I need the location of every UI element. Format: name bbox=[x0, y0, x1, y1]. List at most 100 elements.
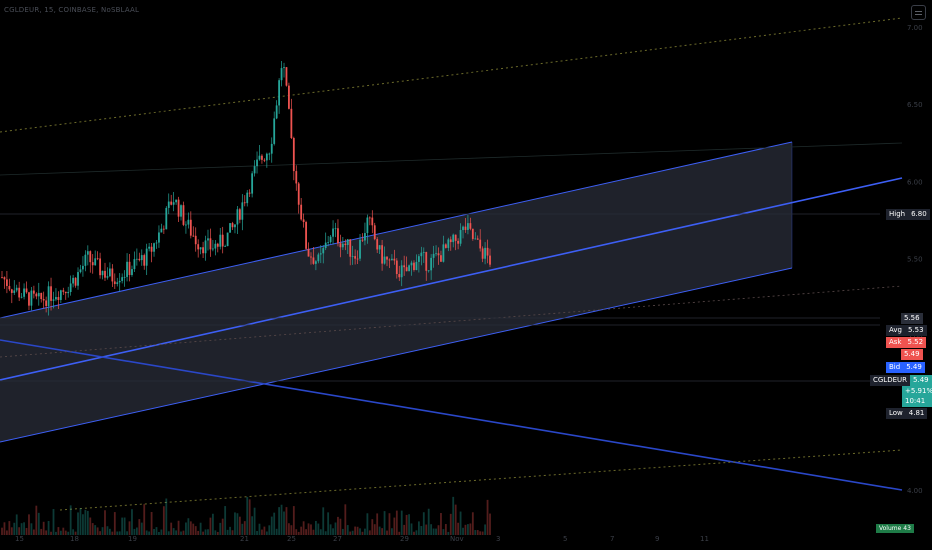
candle-body bbox=[444, 244, 447, 248]
volume-bar bbox=[82, 514, 84, 535]
price-tick-label: 6.00 bbox=[907, 178, 923, 186]
candle-body bbox=[251, 173, 254, 194]
volume-bar bbox=[442, 529, 445, 535]
volume-bar bbox=[378, 526, 381, 535]
volume-bar bbox=[131, 509, 133, 535]
volume-bar bbox=[194, 526, 197, 535]
candle-body bbox=[135, 258, 138, 260]
candle-body bbox=[246, 192, 249, 204]
volume-bar bbox=[35, 505, 38, 535]
volume-bar bbox=[295, 529, 298, 535]
volume-bar bbox=[300, 526, 303, 535]
volume-bar bbox=[383, 511, 386, 535]
volume-bar bbox=[243, 521, 246, 535]
volume-bar bbox=[158, 531, 160, 535]
candle-body bbox=[189, 219, 192, 236]
candle-body bbox=[489, 255, 491, 265]
candle-body bbox=[128, 261, 131, 275]
candle-body bbox=[18, 287, 21, 298]
volume-bar bbox=[268, 525, 271, 535]
volume-bar bbox=[172, 528, 175, 535]
volume-bar bbox=[30, 523, 33, 535]
candle-body bbox=[131, 269, 133, 275]
candle-body bbox=[292, 138, 295, 172]
time-tick-label: 5 bbox=[563, 535, 567, 543]
candle-body bbox=[405, 267, 408, 272]
volume-bar bbox=[368, 530, 371, 535]
price-tick-label: 4.00 bbox=[907, 487, 923, 495]
candle-body bbox=[204, 240, 207, 254]
volume-bar bbox=[204, 529, 207, 535]
volume-bar bbox=[145, 530, 148, 535]
candle-body bbox=[89, 251, 92, 263]
candle-body bbox=[187, 219, 190, 225]
volume-bar bbox=[52, 509, 55, 535]
candle-body bbox=[285, 67, 288, 86]
candle-body bbox=[341, 243, 344, 248]
volume-bar bbox=[410, 523, 413, 535]
candle-body bbox=[420, 252, 423, 257]
candle-body bbox=[310, 256, 312, 258]
descending-trend-line[interactable] bbox=[0, 339, 903, 491]
volume-bar bbox=[278, 507, 281, 535]
volume-bar bbox=[248, 499, 251, 535]
volume-bar bbox=[47, 520, 50, 535]
volume-bar bbox=[104, 510, 106, 535]
candle-body bbox=[280, 68, 283, 81]
candle-body bbox=[167, 201, 170, 208]
volume-bar bbox=[59, 530, 62, 535]
candle-body bbox=[290, 108, 293, 139]
candle-body bbox=[361, 239, 364, 241]
candle-body bbox=[207, 238, 209, 241]
candle-body bbox=[430, 257, 433, 271]
time-tick-label: 3 bbox=[496, 535, 500, 543]
volume-bar bbox=[391, 528, 393, 535]
candle-body bbox=[351, 256, 354, 257]
candle-body bbox=[126, 261, 128, 277]
volume-bar bbox=[261, 529, 263, 535]
candle-body bbox=[234, 224, 236, 228]
candle-body bbox=[67, 291, 70, 294]
volume-bar bbox=[221, 518, 224, 535]
candle-body bbox=[344, 243, 347, 246]
price-tick-label: 7.00 bbox=[907, 24, 923, 32]
volume-bar bbox=[430, 524, 433, 535]
change-percent: +5.91% bbox=[905, 387, 932, 395]
volume-bar bbox=[361, 531, 364, 535]
volume-bar bbox=[162, 506, 165, 535]
candle-body bbox=[182, 205, 185, 225]
candle-body bbox=[395, 260, 398, 275]
high-tag-value: 6.80 bbox=[908, 209, 930, 220]
volume-bar bbox=[440, 513, 442, 535]
candle-body bbox=[172, 202, 175, 205]
candle-body bbox=[319, 253, 322, 255]
candle-body bbox=[378, 245, 381, 250]
candle-body bbox=[55, 297, 57, 300]
channel-lower-line[interactable] bbox=[0, 267, 793, 443]
channel-upper-line[interactable] bbox=[0, 141, 793, 319]
volume-bar bbox=[192, 523, 195, 535]
chart-settings-button[interactable] bbox=[911, 5, 926, 20]
high-tag-label: High bbox=[886, 209, 909, 220]
volume-bar bbox=[444, 524, 447, 535]
volume-value: 43 bbox=[903, 525, 911, 532]
volume-bar bbox=[241, 523, 244, 535]
ask-tag-value: 5.52 bbox=[904, 337, 927, 348]
candle-body bbox=[317, 254, 320, 262]
candle-body bbox=[158, 232, 160, 243]
volume-bar bbox=[413, 531, 415, 535]
lower-dotted-line bbox=[59, 449, 903, 511]
volume-bar bbox=[140, 522, 143, 535]
volume-label: Volume bbox=[879, 525, 902, 532]
candle-body bbox=[104, 270, 106, 278]
volume-bar bbox=[332, 528, 334, 535]
volume-bar bbox=[108, 528, 111, 535]
volume-bar bbox=[408, 514, 410, 535]
candle-body bbox=[410, 262, 413, 266]
volume-bar bbox=[55, 531, 57, 535]
channel-median-line[interactable] bbox=[0, 177, 903, 381]
volume-bar bbox=[219, 522, 222, 535]
bid-tag-label: Bid bbox=[886, 362, 904, 373]
low-tag: Low 4.81 bbox=[886, 408, 928, 419]
